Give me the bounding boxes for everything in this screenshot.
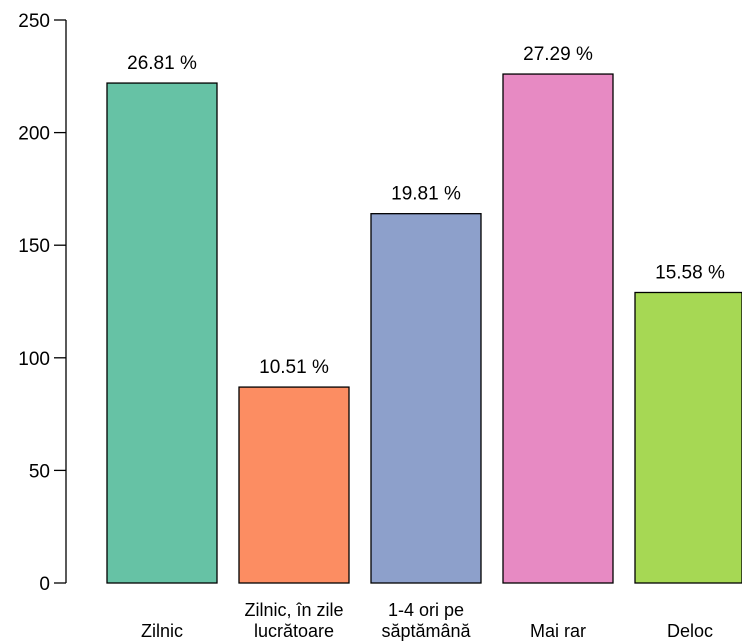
bar-value-label: 26.81 % bbox=[127, 53, 197, 74]
bar bbox=[106, 82, 218, 584]
bar-value-label: 19.81 % bbox=[391, 184, 461, 205]
bar-value-label: 10.51 % bbox=[259, 357, 329, 378]
bar-value-label: 27.29 % bbox=[523, 44, 593, 65]
x-category-label: Zilnic bbox=[141, 621, 183, 641]
y-tick-label: 100 bbox=[18, 349, 50, 370]
x-category-label: 1-4 ori pe bbox=[388, 600, 464, 620]
y-tick-label: 50 bbox=[29, 461, 50, 482]
y-tick-label: 200 bbox=[18, 124, 50, 145]
data-labels: 26.81 % 10.51 % 19.81 % 27.29 % 15.58 % bbox=[127, 44, 725, 378]
bar-value-label: 15.58 % bbox=[655, 262, 725, 283]
x-category-label: lucrătoare bbox=[254, 621, 334, 641]
y-axis: 0 50 100 150 200 250 bbox=[18, 11, 67, 595]
bar bbox=[370, 213, 482, 584]
y-tick-label: 0 bbox=[39, 574, 50, 595]
bar bbox=[634, 291, 742, 584]
bar bbox=[502, 73, 614, 584]
x-category-label: Mai rar bbox=[530, 621, 586, 641]
x-category-label: Zilnic, în zile bbox=[244, 600, 343, 620]
y-tick-label: 150 bbox=[18, 236, 50, 257]
bar bbox=[238, 386, 350, 584]
x-category-label: săptămână bbox=[381, 621, 471, 641]
y-tick-label: 250 bbox=[18, 11, 50, 32]
bars bbox=[106, 73, 742, 584]
x-category-label: Deloc bbox=[667, 621, 713, 641]
